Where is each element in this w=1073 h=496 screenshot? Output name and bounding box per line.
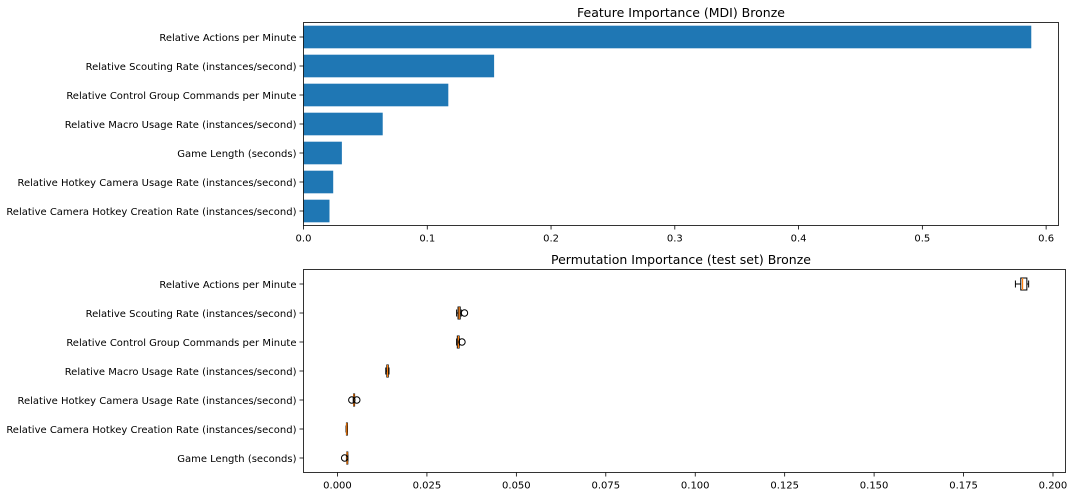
bar	[303, 83, 449, 107]
y-tick-label: Relative Camera Hotkey Creation Rate (in…	[6, 425, 296, 436]
bar	[303, 199, 330, 223]
y-tick-label: Relative Hotkey Camera Usage Rate (insta…	[17, 178, 296, 189]
x-tick-label: 0.1	[419, 234, 435, 245]
x-tick-label: 0.2	[543, 234, 559, 245]
bar	[303, 170, 334, 194]
y-tick-label: Relative Scouting Rate (instances/second…	[86, 62, 297, 73]
flier-point	[348, 396, 356, 404]
bar	[303, 112, 383, 136]
y-tick-label: Game Length (seconds)	[177, 454, 296, 465]
permutation-boxplot-chart: Permutation Importance (test set) Bronze…	[6, 252, 1067, 492]
y-tick-label: Relative Macro Usage Rate (instances/sec…	[65, 367, 297, 378]
y-axis-ticks: Relative Actions per Minute Relative Scou…	[6, 280, 304, 465]
plot-area-frame	[303, 269, 1066, 473]
x-tick-label: 0.6	[1038, 234, 1054, 245]
y-tick-label: Relative Macro Usage Rate (instances/sec…	[65, 120, 297, 131]
x-tick-label: 0.050	[502, 481, 531, 492]
y-axis-ticks: Relative Actions per Minute Relative Scou…	[6, 33, 304, 218]
bar	[303, 141, 342, 165]
plot-area-frame	[303, 22, 1059, 226]
x-axis-ticks: 0.0 0.1 0.2 0.3 0.4 0.5 0.6	[296, 225, 1054, 245]
y-tick-label: Relative Actions per Minute	[159, 33, 296, 44]
bar	[303, 25, 1032, 49]
y-tick-label: Relative Hotkey Camera Usage Rate (insta…	[17, 396, 296, 407]
x-tick-label: 0.075	[591, 481, 620, 492]
y-tick-label: Relative Control Group Commands per Minu…	[66, 338, 296, 349]
y-tick-label: Relative Camera Hotkey Creation Rate (in…	[6, 207, 296, 218]
chart-title: Feature Importance (MDI) Bronze	[577, 5, 785, 20]
y-tick-label: Relative Scouting Rate (instances/second…	[86, 309, 297, 320]
x-tick-label: 0.000	[323, 481, 352, 492]
x-tick-label: 0.150	[860, 481, 889, 492]
x-tick-label: 0.0	[296, 234, 312, 245]
x-tick-label: 0.3	[667, 234, 683, 245]
chart-title: Permutation Importance (test set) Bronze	[551, 252, 811, 267]
box-series	[340, 277, 1030, 465]
x-tick-label: 0.025	[413, 481, 442, 492]
x-tick-label: 0.125	[770, 481, 799, 492]
y-tick-label: Relative Control Group Commands per Minu…	[66, 91, 296, 102]
x-tick-label: 0.4	[791, 234, 807, 245]
y-tick-label: Game Length (seconds)	[177, 149, 296, 160]
mdi-bar-chart: Feature Importance (MDI) Bronze Relative…	[6, 5, 1059, 245]
flier-point	[353, 396, 361, 404]
x-axis-ticks: 0.000 0.025 0.050 0.075 0.100 0.125 0.150 0.175…	[323, 472, 1068, 492]
flier-point	[340, 454, 349, 462]
box	[1020, 277, 1028, 291]
x-tick-label: 0.175	[949, 481, 978, 492]
bar-series	[303, 25, 1032, 223]
bar	[303, 54, 495, 78]
flier-point	[458, 338, 466, 346]
flier-point	[460, 309, 469, 317]
y-tick-label: Relative Actions per Minute	[159, 280, 296, 291]
x-tick-label: 0.200	[1039, 481, 1068, 492]
x-tick-label: 0.100	[681, 481, 710, 492]
x-tick-label: 0.5	[914, 234, 930, 245]
